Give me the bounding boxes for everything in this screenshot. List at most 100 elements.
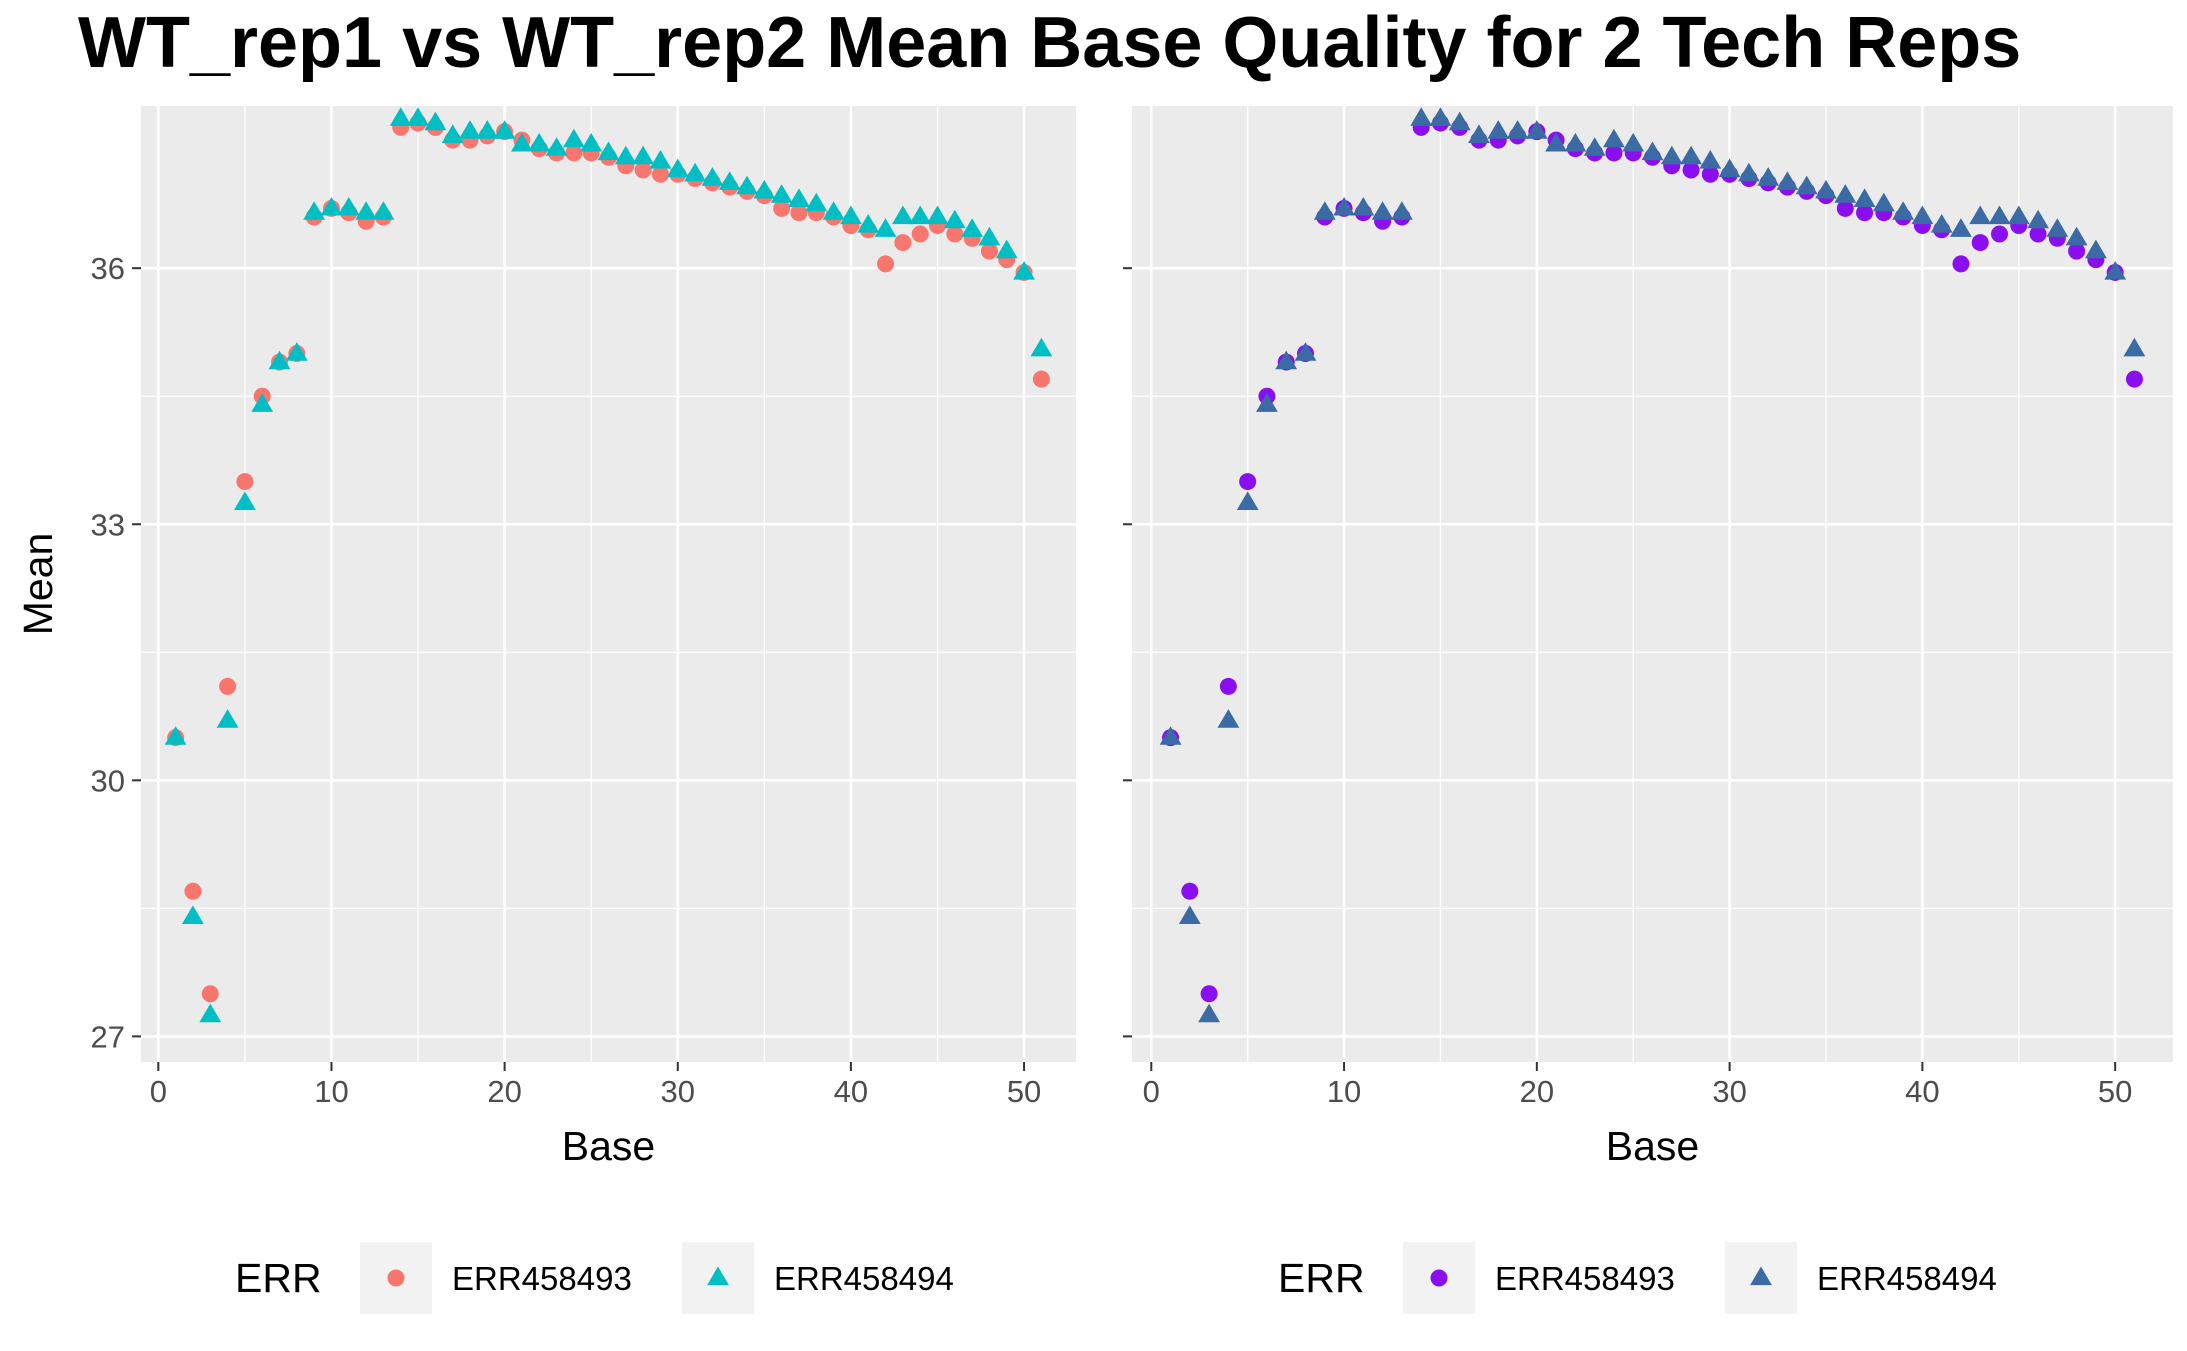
x-axis-title: Base (1606, 1123, 1699, 1169)
triangle-point (874, 218, 897, 237)
x-tick-label: 10 (314, 1074, 348, 1109)
triangle-point (1013, 261, 1035, 280)
triangle-point (1718, 158, 1741, 178)
series-ERR458494 (164, 107, 1053, 1023)
circle-point (2029, 225, 2047, 243)
triangle-point (1448, 111, 1471, 131)
triangle-point (1583, 137, 1606, 156)
triangle-point (1468, 124, 1490, 143)
triangle-point (580, 132, 603, 152)
triangle-point (1294, 342, 1317, 361)
triangle-point (718, 171, 741, 190)
legend-label: ERR458493 (452, 1260, 632, 1297)
triangle-point (2065, 226, 2088, 246)
triangle-point (1950, 218, 1972, 237)
triangle-point (1815, 179, 1837, 199)
triangle-point (1391, 201, 1413, 220)
triangle-point (1333, 197, 1355, 216)
triangle-point (389, 107, 412, 126)
triangle-point (822, 201, 845, 220)
triangle-point (1872, 192, 1895, 212)
circle-point (1971, 234, 1989, 252)
triangle-point (1622, 132, 1645, 152)
circle-point (877, 255, 895, 273)
triangle-point (666, 158, 689, 178)
triangle-point (407, 107, 429, 126)
x-tick-label: 0 (1143, 1074, 1160, 1109)
triangle-point (1988, 205, 2011, 225)
plot-background (1132, 106, 2173, 1062)
circle-point (219, 677, 237, 695)
triangle-point (1603, 128, 1625, 148)
circle-point (1682, 161, 1700, 179)
y-tick-label: 33 (91, 507, 125, 542)
circle-point (2125, 370, 2143, 388)
triangle-point (476, 120, 499, 139)
triangle-point (597, 141, 620, 161)
y-axis-title: Mean (15, 533, 61, 636)
triangle-point (1699, 150, 1722, 169)
chart-title: WT_rep1 vs WT_rep2 Mean Base Quality for… (78, 3, 2021, 83)
triangle-point (1853, 188, 1876, 207)
triangle-point (1236, 491, 1259, 510)
triangle-point (770, 184, 793, 203)
circle-point (651, 165, 669, 183)
legend: ERR ERR458493 ERR458494 (1278, 1242, 1997, 1314)
triangle-point (1525, 120, 1548, 139)
legend-key-circle (387, 1269, 405, 1287)
triangle-point (511, 132, 533, 152)
triangle-point (684, 162, 706, 182)
triangle-point (926, 205, 949, 225)
circle-point (1991, 225, 2008, 243)
circle-point (565, 144, 583, 162)
triangle-point (1545, 132, 1567, 152)
triangle-point (736, 175, 758, 195)
triangle-point (2104, 261, 2127, 280)
triangle-point (1892, 201, 1914, 220)
legend-key-triangle (707, 1266, 729, 1286)
x-tick-label: 40 (1905, 1074, 1939, 1109)
triangle-point (1738, 162, 1760, 182)
triangle-point (1256, 393, 1278, 412)
triangle-point (909, 205, 932, 225)
legend-title: ERR (235, 1255, 322, 1301)
triangle-point (1352, 197, 1375, 216)
circle-point (911, 225, 929, 243)
circle-point (1605, 144, 1623, 162)
legend: ERR ERR458493 ERR458494 (235, 1242, 954, 1314)
triangle-point (995, 239, 1018, 259)
triangle-point (303, 201, 325, 220)
x-tick-label: 20 (487, 1074, 521, 1109)
circle-point (236, 473, 254, 491)
legend-label: ERR458493 (1495, 1260, 1675, 1297)
triangle-point (805, 192, 828, 212)
triangle-point (892, 205, 914, 225)
triangle-point (1198, 1003, 1220, 1023)
triangle-point (355, 201, 377, 220)
triangle-point (2027, 209, 2049, 229)
triangle-point (649, 150, 672, 169)
triangle-point (614, 145, 637, 165)
triangle-point (1506, 120, 1529, 139)
circle-point (1701, 165, 1719, 183)
circle-point (184, 882, 202, 900)
triangle-point (528, 132, 551, 152)
triangle-point (164, 726, 187, 745)
circle-point (1200, 985, 1218, 1003)
triangle-point (563, 128, 585, 148)
triangle-point (182, 905, 204, 924)
triangle-point (1776, 171, 1799, 190)
x-tick-label: 10 (1327, 1074, 1361, 1109)
triangle-point (320, 197, 343, 216)
x-tick-label: 50 (1007, 1074, 1041, 1109)
legend-key-circle (1430, 1269, 1448, 1287)
x-tick-label: 0 (150, 1074, 167, 1109)
triangle-point (199, 1003, 222, 1023)
triangle-point (2085, 239, 2107, 259)
triangle-point (2046, 218, 2069, 237)
triangle-point (1429, 107, 1452, 126)
triangle-point (1680, 145, 1702, 165)
x-tick-label: 30 (1712, 1074, 1746, 1109)
circle-point (894, 234, 912, 252)
